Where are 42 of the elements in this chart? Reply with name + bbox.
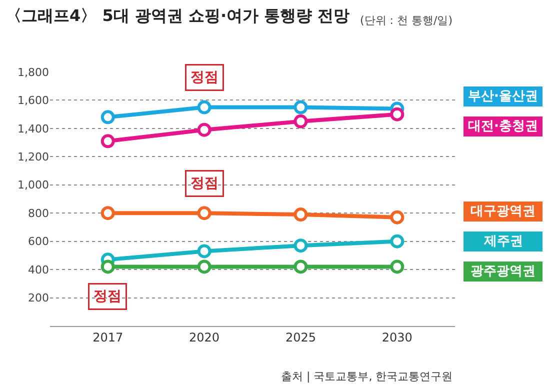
text: (단위 : 천 통행/일): [360, 14, 452, 27]
source-note: 출처 | 국토교통부, 한국교통연구원: [281, 370, 453, 383]
point: [294, 238, 308, 253]
y-tick-label: 1,200: [18, 150, 49, 164]
point: [197, 206, 212, 220]
point: [197, 122, 212, 137]
text: 부산·울산권: [468, 89, 538, 104]
point: [390, 260, 404, 274]
point: [390, 210, 404, 224]
y-tick-label: 1,800: [18, 66, 49, 79]
y-tick-label: 1,600: [18, 94, 49, 108]
point: [197, 244, 212, 258]
annotation: 정점: [190, 70, 218, 86]
x-tick-label: 2020: [189, 330, 220, 344]
point: [294, 208, 308, 222]
y-tick-label: 600: [28, 235, 49, 248]
point: [100, 110, 115, 124]
point: [197, 100, 212, 114]
annotation: 정점: [190, 176, 218, 192]
annotation: 정점: [94, 288, 122, 304]
point: [197, 260, 212, 274]
y-tick-label: 800: [28, 206, 49, 220]
text: 광주광역권: [470, 264, 536, 279]
point: [100, 206, 115, 220]
point: [390, 234, 404, 248]
x-tick-label: 2030: [382, 330, 412, 344]
y-tick-label: 1,000: [18, 178, 49, 192]
point: [294, 100, 308, 114]
x-tick-label: 2017: [92, 330, 124, 344]
point: [294, 114, 308, 128]
y-tick-label: 400: [28, 263, 49, 276]
point: [294, 260, 308, 274]
x-tick-label: 2025: [285, 330, 316, 344]
point: [100, 260, 115, 274]
y-tick-label: 200: [28, 292, 49, 305]
chart-title: 〈그래프4〉 5대 광역권 쇼핑·여가 통행량 전망: [6, 6, 350, 25]
text: 대구광역권: [470, 204, 536, 219]
y-tick-label: 1,400: [18, 122, 49, 136]
point: [100, 134, 115, 148]
point: [390, 107, 404, 122]
text: 제주권: [483, 234, 523, 249]
text: 대전·충청권: [468, 119, 538, 134]
